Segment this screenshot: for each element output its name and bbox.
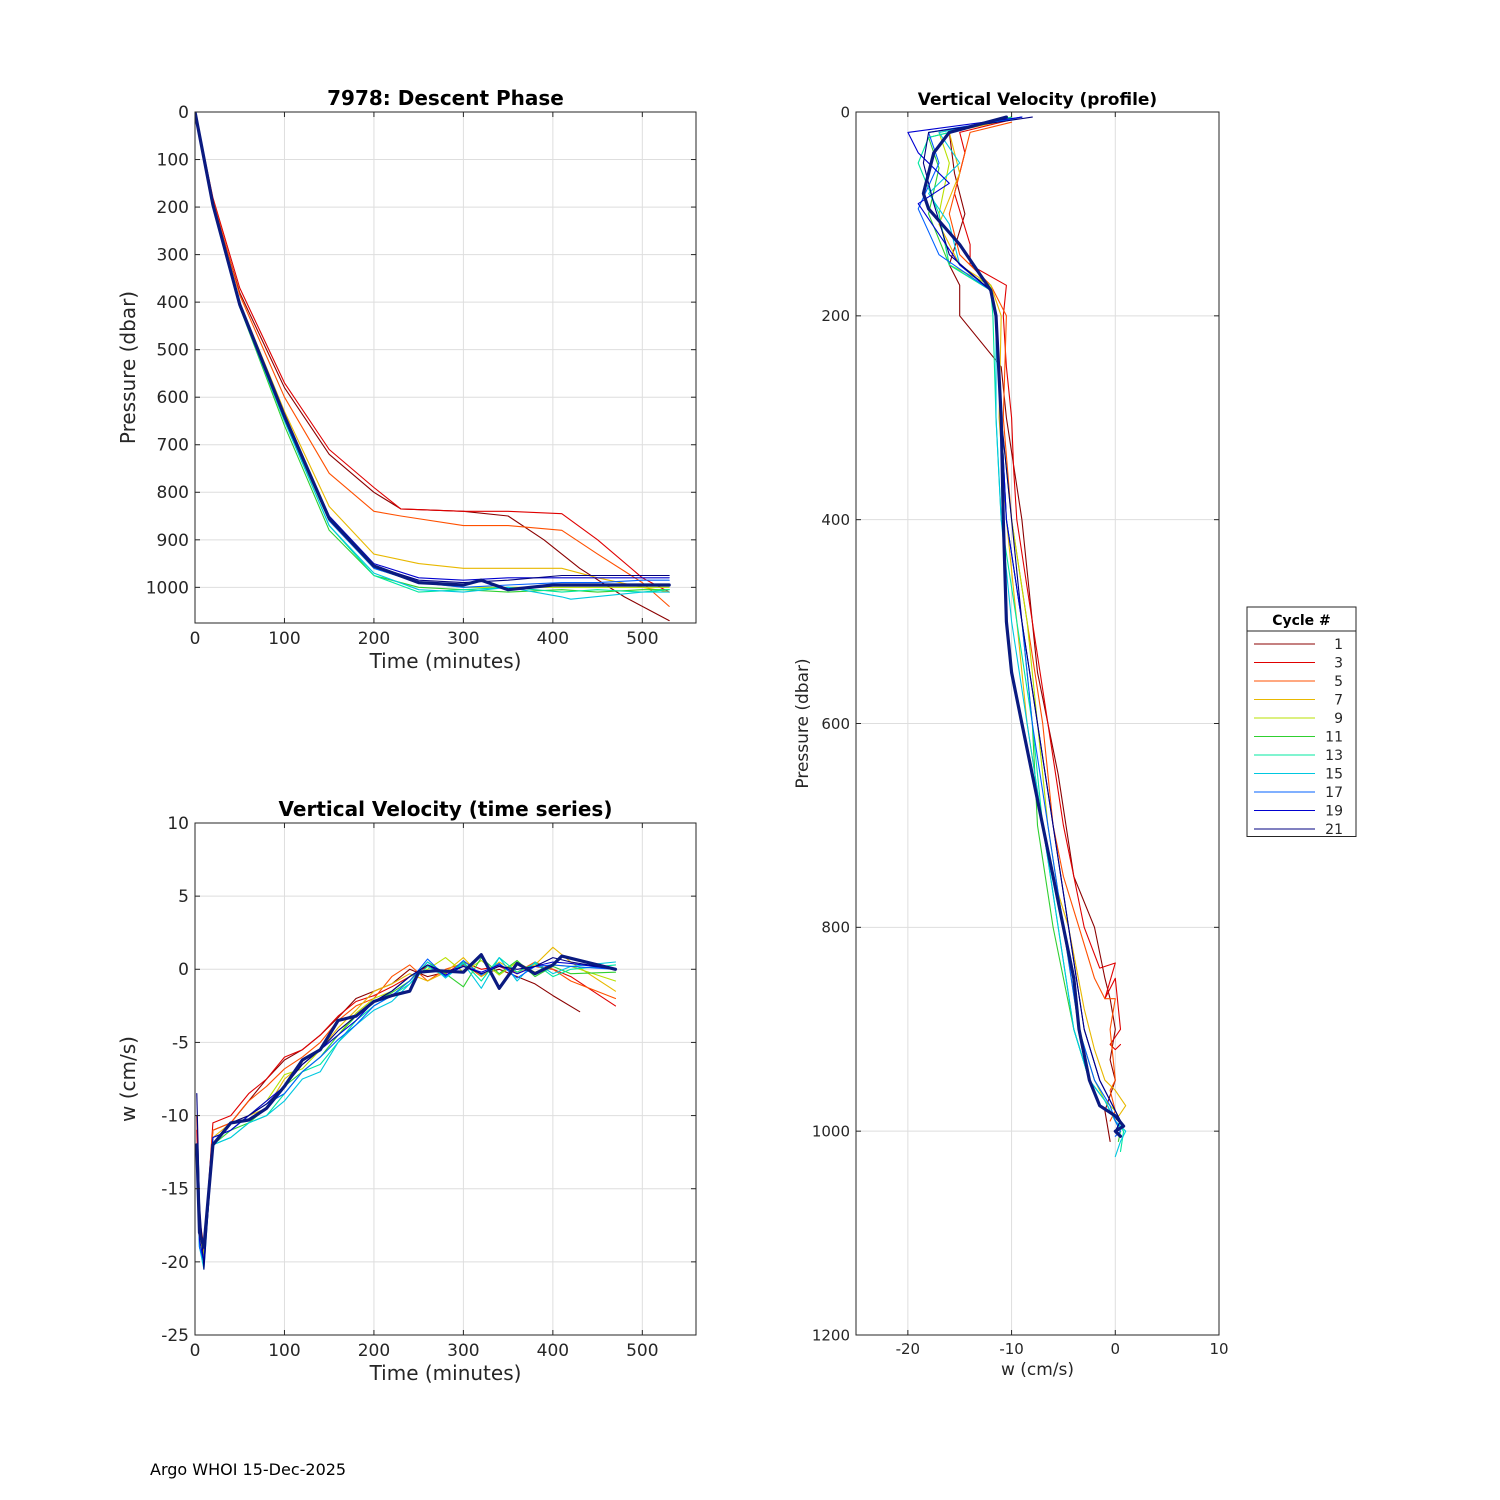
x-tick-label: 500 — [626, 1341, 658, 1361]
axes-box — [194, 111, 697, 624]
series-group — [195, 112, 671, 622]
y-tick-label: 500 — [157, 341, 189, 361]
y-tick-label: -20 — [161, 1253, 189, 1273]
axes-box — [194, 822, 697, 1336]
y-tick-label: 0 — [178, 960, 189, 980]
y-tick-label: 600 — [821, 715, 850, 733]
y-tick-label: 1000 — [146, 578, 189, 598]
x-tick-label: 200 — [358, 629, 390, 649]
x-tick-label: -10 — [999, 1340, 1024, 1358]
series-line-cycle-3 — [953, 116, 1122, 1051]
x-tick-label: 0 — [190, 629, 201, 649]
x-tick-label: 200 — [358, 1341, 390, 1361]
series-line-cycle-5 — [948, 121, 1116, 1122]
chart-title: 7978: Descent Phase — [327, 86, 564, 110]
series-line-cycle-3 — [195, 112, 670, 593]
y-axis-label: Pressure (dbar) — [116, 291, 140, 444]
y-tick-label: 400 — [821, 511, 850, 529]
legend-label-cycle-1: 1 — [1334, 637, 1343, 653]
x-tick-label: -20 — [896, 1340, 921, 1358]
y-axis-label: w (cm/s) — [116, 1036, 140, 1122]
series-line-cycle-5 — [195, 112, 670, 607]
y-tick-label: 800 — [821, 919, 850, 937]
y-tick-label: -15 — [161, 1180, 189, 1200]
series-group — [907, 115, 1127, 1158]
y-tick-label: 1200 — [812, 1326, 850, 1344]
legend-label-cycle-19: 19 — [1325, 804, 1343, 820]
series-line-mean — [195, 112, 671, 592]
y-tick-label: -5 — [172, 1033, 189, 1053]
x-tick-label: 300 — [447, 629, 479, 649]
y-axis-label: Pressure (dbar) — [793, 658, 813, 788]
series-line-cycle-15 — [196, 957, 617, 1270]
y-tick-label: 0 — [840, 103, 850, 121]
x-tick-label: 100 — [268, 629, 300, 649]
y-tick-label: -25 — [161, 1326, 189, 1346]
x-tick-label: 300 — [447, 1341, 479, 1361]
y-tick-label: 400 — [157, 293, 189, 313]
x-tick-label: 500 — [626, 629, 658, 649]
velocity-time-series-chart: 0 100 200 300 400 500 10 5 0 -5 -10 -15 -20 -25 Vertic… — [116, 797, 697, 1385]
y-tick-label: 100 — [157, 150, 189, 170]
legend-label-cycle-11: 11 — [1325, 730, 1343, 746]
x-tick-label: 400 — [537, 1341, 569, 1361]
legend-label-cycle-15: 15 — [1325, 767, 1343, 783]
series-group — [195, 946, 618, 1270]
x-tick-label: 100 — [268, 1341, 300, 1361]
x-tick-label: 0 — [190, 1341, 201, 1361]
x-tick-label: 0 — [1111, 1340, 1121, 1358]
legend-label-cycle-7: 7 — [1334, 693, 1343, 709]
x-tick-label: 400 — [537, 629, 569, 649]
y-tick-label: 200 — [157, 198, 189, 218]
y-tick-label: 5 — [178, 887, 189, 907]
chart-title: Vertical Velocity (profile) — [918, 90, 1157, 110]
plot-area — [195, 823, 696, 1335]
y-tick-label: 800 — [157, 483, 189, 503]
legend-label-cycle-3: 3 — [1334, 656, 1343, 672]
y-tick-label: -10 — [161, 1107, 189, 1127]
y-tick-label: 700 — [157, 436, 189, 456]
legend-title: Cycle # — [1272, 613, 1331, 629]
y-tick-label: 200 — [821, 307, 850, 325]
x-axis-label: w (cm/s) — [1001, 1360, 1074, 1380]
legend-box — [1246, 606, 1357, 837]
grid — [194, 111, 696, 623]
x-axis-label: Time (minutes) — [369, 1361, 522, 1385]
x-tick-label: 10 — [1209, 1340, 1228, 1358]
legend-label-cycle-5: 5 — [1334, 674, 1343, 690]
y-tick-label: 0 — [178, 103, 189, 123]
y-tick-label: 10 — [167, 814, 189, 834]
legend-label-cycle-17: 17 — [1325, 785, 1343, 801]
y-tick-label: 900 — [157, 531, 189, 551]
x-axis-label: Time (minutes) — [369, 649, 522, 673]
y-tick-label: 300 — [157, 246, 189, 266]
series-line-cycle-21 — [922, 116, 1122, 1132]
chart-title: Vertical Velocity (time series) — [279, 797, 613, 821]
y-tick-label: 1000 — [812, 1122, 850, 1140]
series-line-mean — [195, 953, 618, 1249]
descent-phase-chart: 0 100 200 300 400 500 0 100 200 300 400 500 600 700 80… — [116, 86, 697, 673]
legend-label-cycle-13: 13 — [1325, 748, 1343, 764]
legend-label-cycle-9: 9 — [1334, 711, 1343, 727]
plot-area — [195, 112, 696, 623]
y-tick-label: 600 — [157, 388, 189, 408]
legend-label-cycle-21: 21 — [1325, 822, 1343, 838]
footer-credit: Argo WHOI 15-Dec-2025 — [150, 1460, 347, 1479]
series-line-mean — [921, 115, 1126, 1138]
